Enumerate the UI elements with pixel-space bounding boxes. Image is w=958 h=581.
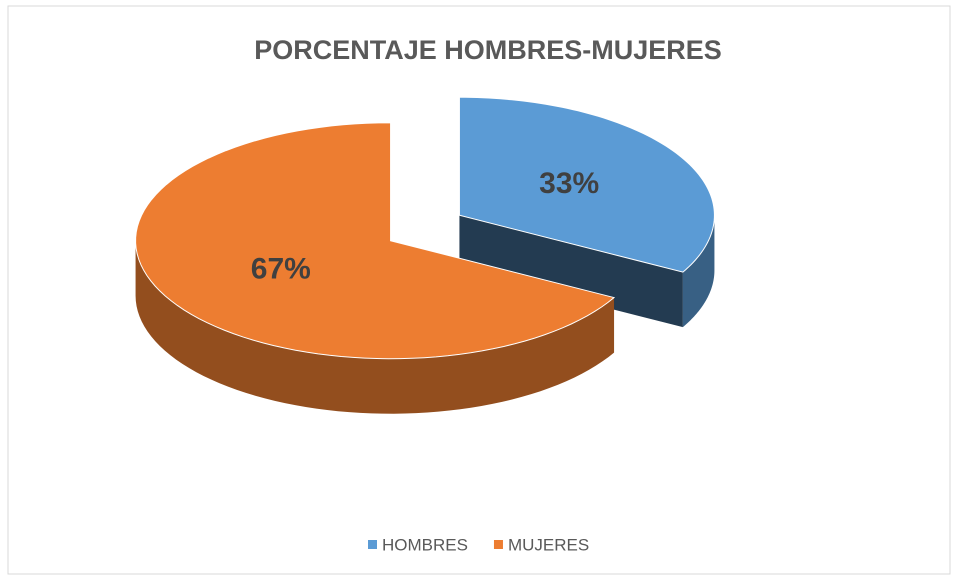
data-label: 33% [539, 167, 599, 200]
legend-label: HOMBRES [382, 535, 468, 554]
slice-side [459, 215, 683, 328]
slice-wall [135, 240, 615, 414]
pie-slice [458, 96, 715, 273]
pie-slice [135, 122, 616, 360]
legend-swatch [493, 540, 503, 549]
legend-label: MUJERES [508, 535, 589, 554]
chart-title: PORCENTAJE HOMBRES-MUJERES [254, 35, 722, 65]
data-label: 67% [251, 253, 311, 286]
slice-wall [682, 215, 715, 328]
legend-swatch [368, 540, 377, 549]
